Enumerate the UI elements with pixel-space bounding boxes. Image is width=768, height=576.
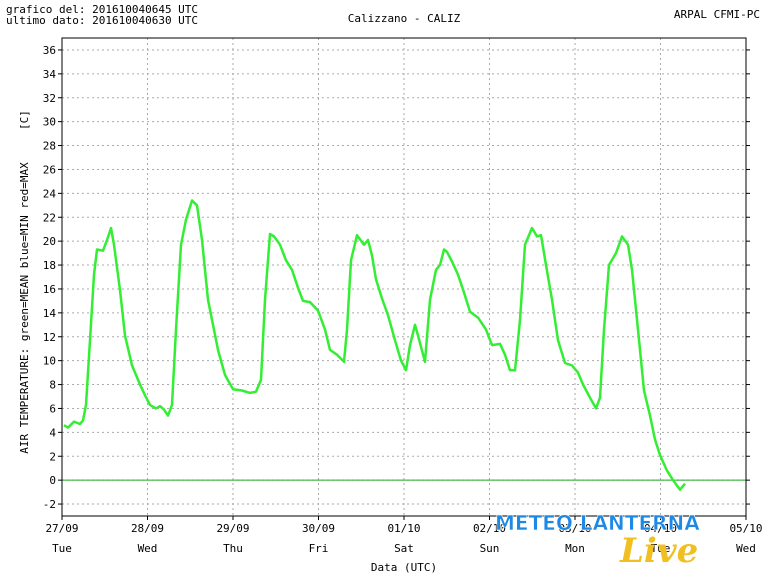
y-tick-label: 18 xyxy=(43,259,56,272)
x-tick-label: 28/09 xyxy=(131,522,164,535)
watermark: Live xyxy=(619,531,698,571)
x-tick-weekday: Wed xyxy=(736,542,756,555)
x-tick-label: 27/09 xyxy=(45,522,78,535)
y-tick-label: 12 xyxy=(43,331,56,344)
x-axis-label: Data (UTC) xyxy=(371,561,437,574)
header-left: grafico del: 201610040645 UTC xyxy=(6,3,198,16)
data-line xyxy=(63,199,686,491)
x-tick-label: 30/09 xyxy=(302,522,335,535)
y-tick-label: 0 xyxy=(49,474,56,487)
x-tick-weekday: Tue xyxy=(651,542,671,555)
y-tick-label: 16 xyxy=(43,283,56,296)
x-tick-label: 03/10 xyxy=(558,522,591,535)
x-tick-label: 05/10 xyxy=(729,522,762,535)
y-tick-label: 20 xyxy=(43,235,56,248)
x-tick-weekday: Mon xyxy=(565,542,585,555)
y-tick-label: 32 xyxy=(43,92,56,105)
y-tick-label: 24 xyxy=(43,187,57,200)
y-tick-label: 2 xyxy=(49,450,56,463)
y-tick-label: 30 xyxy=(43,116,56,129)
x-tick-weekday: Tue xyxy=(52,542,72,555)
y-tick-label: -2 xyxy=(43,498,56,511)
chart-title: Calizzano - CALIZ xyxy=(348,12,461,25)
x-tick-weekday: Fri xyxy=(309,542,329,555)
y-tick-label: 22 xyxy=(43,211,56,224)
y-tick-label: 4 xyxy=(49,426,56,439)
watermark: METEO LANTERNA xyxy=(495,511,700,535)
x-tick-weekday: Wed xyxy=(138,542,158,555)
y-tick-label: 36 xyxy=(43,44,56,57)
y-tick-label: 26 xyxy=(43,163,56,176)
y-tick-label: 34 xyxy=(43,68,57,81)
y-tick-label: 10 xyxy=(43,355,56,368)
plot-frame xyxy=(61,37,747,517)
x-tick-weekday: Sun xyxy=(480,542,500,555)
x-tick-label: 01/10 xyxy=(387,522,420,535)
unit-label: [C] xyxy=(18,110,31,130)
x-tick-weekday: Thu xyxy=(223,542,243,555)
y-axis-label: AIR TEMPERATURE: green=MEAN blue=MIN red… xyxy=(18,162,31,454)
header-right: ARPAL CFMI-PC xyxy=(674,8,760,21)
y-tick-label: 6 xyxy=(49,402,56,415)
header-left: ultimo dato: 201610040630 UTC xyxy=(6,14,198,27)
y-tick-label: 8 xyxy=(49,379,56,392)
y-tick-label: 14 xyxy=(43,307,57,320)
x-tick-label: 04/10 xyxy=(644,522,677,535)
x-tick-label: 02/10 xyxy=(473,522,506,535)
y-tick-label: 28 xyxy=(43,140,56,153)
x-tick-label: 29/09 xyxy=(216,522,249,535)
x-tick-weekday: Sat xyxy=(394,542,414,555)
